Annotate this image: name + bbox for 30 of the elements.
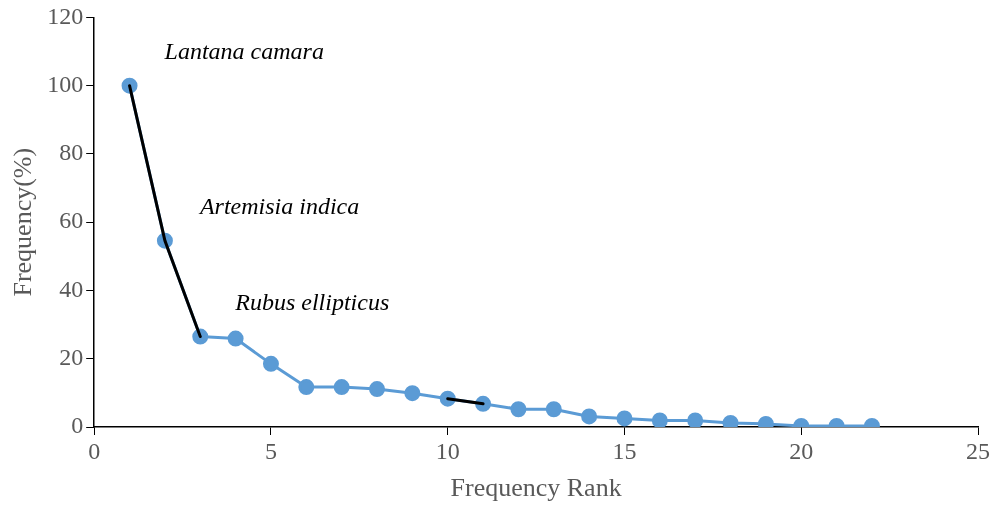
y-tick-label: 20 xyxy=(59,344,84,371)
point xyxy=(333,379,350,396)
point xyxy=(581,408,598,425)
y-tick-label: 80 xyxy=(59,139,84,166)
x-tick-label: 10 xyxy=(435,437,460,464)
point xyxy=(404,385,421,402)
x-axis-title: Frequency Rank xyxy=(450,473,622,503)
x-tick-label: 20 xyxy=(789,437,814,464)
y-tick-label: 0 xyxy=(71,412,84,439)
y-tick-label: 120 xyxy=(47,2,84,29)
x-tick-label: 25 xyxy=(966,437,990,464)
point xyxy=(651,412,668,427)
point xyxy=(616,410,633,427)
point xyxy=(298,379,315,396)
annotation: Artemisia indica xyxy=(197,192,360,219)
y-tick-label: 40 xyxy=(59,275,84,302)
y-axis-title: Frequency(%) xyxy=(8,147,38,297)
y-tick-label: 60 xyxy=(59,207,84,234)
x-tick-label: 15 xyxy=(612,437,637,464)
point xyxy=(262,355,279,372)
x-tick-label: 0 xyxy=(88,437,101,464)
annotation: Lantana camara xyxy=(163,37,324,64)
point xyxy=(545,401,562,418)
annotation: Rubus ellipticus xyxy=(234,288,390,315)
point xyxy=(227,330,244,347)
point xyxy=(510,401,527,418)
point xyxy=(369,381,386,398)
x-tick-label: 5 xyxy=(264,437,277,464)
point xyxy=(687,412,704,427)
y-tick-label: 100 xyxy=(47,70,84,97)
